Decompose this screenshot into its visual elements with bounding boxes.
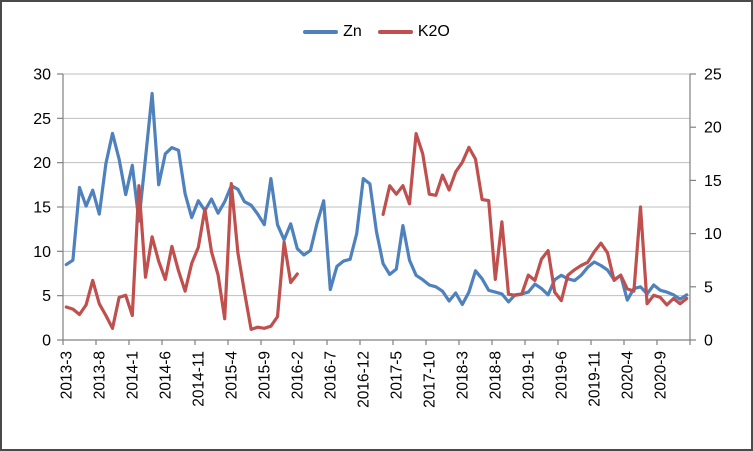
- legend-label-k2o: K2O: [417, 23, 450, 40]
- x-axis-tick-label: 2014-11: [190, 351, 207, 407]
- x-axis-tick-label: 2020-4: [619, 351, 636, 400]
- x-axis-tick-label: 2016-2: [289, 351, 306, 399]
- left-axis-tick-label: 10: [33, 244, 51, 261]
- x-axis-tick-label: 2016-7: [322, 351, 339, 399]
- x-axis-tick-label: 2016-12: [355, 351, 372, 408]
- left-axis-tick-label: 20: [33, 155, 51, 172]
- legend-item-k2o: K2O: [377, 23, 450, 41]
- legend-item-zn: Zn: [303, 23, 362, 41]
- x-axis-tick-label: 2013-3: [58, 351, 75, 399]
- right-axis-tick-label: 15: [704, 173, 722, 190]
- legend-swatch-k2o: [377, 30, 413, 34]
- legend-label-zn: Zn: [343, 23, 362, 40]
- x-axis-tick-label: 2019-11: [586, 351, 603, 407]
- x-axis-tick-label: 2015-4: [223, 351, 240, 400]
- x-axis-tick-label: 2013-8: [91, 351, 108, 399]
- x-axis-tick-label: 2014-1: [124, 351, 141, 399]
- right-axis-tick-label: 10: [704, 226, 722, 243]
- legend-swatch-zn: [303, 30, 339, 34]
- right-axis-tick-label: 25: [704, 67, 722, 84]
- x-axis-tick-label: 2017-10: [421, 351, 438, 408]
- left-axis-tick-label: 15: [33, 200, 51, 217]
- left-axis-tick-label: 25: [33, 111, 51, 128]
- left-axis-tick-label: 0: [42, 333, 51, 350]
- x-axis-tick-label: 2020-9: [652, 351, 669, 399]
- x-axis-tick-label: 2015-9: [256, 351, 273, 399]
- x-axis-tick-label: 2014-6: [157, 351, 174, 399]
- zn-line: [64, 91, 689, 307]
- x-axis-tick-label: 2018-3: [454, 351, 471, 399]
- x-axis-tick-label: 2019-1: [520, 351, 537, 399]
- x-axis-tick-label: 2018-8: [487, 351, 504, 399]
- k2o-line: [64, 132, 689, 331]
- right-axis-tick-label: 5: [704, 279, 713, 296]
- left-axis-tick-label: 5: [42, 288, 51, 305]
- right-axis-tick-label: 20: [704, 120, 722, 137]
- right-axis-tick-label: 0: [704, 333, 713, 350]
- left-axis-tick-label: 30: [33, 67, 51, 84]
- x-axis-tick-label: 2019-6: [553, 351, 570, 399]
- legend: Zn K2O: [2, 23, 751, 41]
- x-axis-tick-label: 2017-5: [388, 351, 405, 399]
